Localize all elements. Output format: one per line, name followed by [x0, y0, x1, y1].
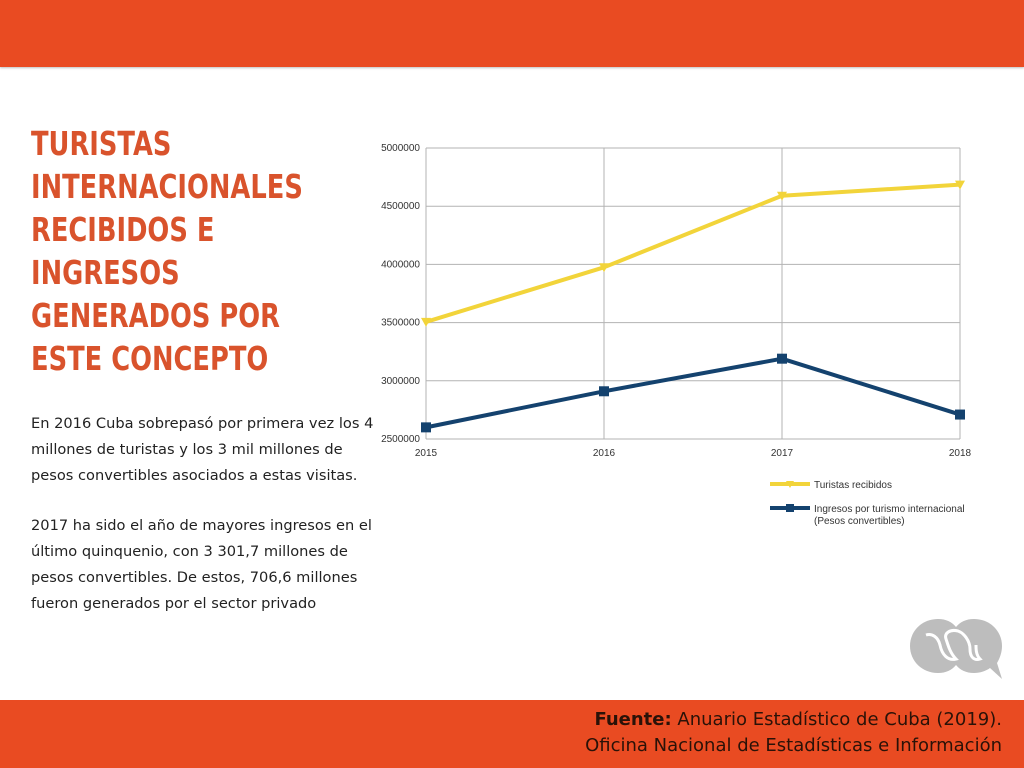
y-tick-label: 4000000: [381, 259, 420, 270]
x-tick-label: 2018: [949, 448, 972, 459]
source-line-2: Oficina Nacional de Estadísticas e Infor…: [585, 735, 1002, 756]
source-line-1: Fuente: Anuario Estadístico de Cuba (201…: [585, 707, 1002, 733]
legend-marker: [786, 504, 794, 512]
data-point-marker: [955, 409, 965, 420]
title-line: TURISTAS: [31, 124, 172, 163]
x-tick-label: 2015: [415, 448, 438, 459]
title-line: INTERNACIONALES: [31, 167, 303, 206]
series-line: [425, 182, 961, 324]
title-line: ESTE CONCEPTO: [31, 339, 269, 378]
description-paragraph-1: En 2016 Cuba sobrepasó por primera vez l…: [31, 415, 374, 484]
y-tick-label: 5000000: [381, 143, 420, 154]
description-paragraph-2: 2017 ha sido el año de mayores ingresos …: [31, 517, 372, 612]
y-axis-ticks: 2500000 3000000 3500000 4000000 4500000 50000…: [381, 143, 420, 445]
chart-grid: [425, 147, 961, 440]
x-tick-label: 2016: [593, 448, 616, 459]
data-point-marker: [421, 422, 431, 433]
description: En 2016 Cuba sobrepasó por primera vez l…: [31, 411, 376, 641]
top-banner: [0, 0, 1024, 67]
source-label: Fuente:: [594, 709, 672, 730]
data-point-marker: [777, 353, 787, 364]
source-publication: Anuario Estadístico de Cuba (2019).: [671, 709, 1002, 730]
source-citation: Fuente: Anuario Estadístico de Cuba (201…: [585, 707, 1002, 759]
title-line: RECIBIDOS E: [31, 210, 215, 249]
x-axis-ticks: 2015 2016 2017 2018: [415, 448, 972, 459]
series-markers: [421, 180, 965, 433]
legend-marker: [786, 481, 794, 488]
data-point-marker: [599, 386, 609, 397]
data-point-marker: [421, 317, 431, 327]
data-point-marker: [599, 263, 609, 273]
x-tick-label: 2017: [771, 448, 794, 459]
title-line: INGRESOS: [31, 253, 180, 292]
legend-label: Turistas recibidos: [814, 480, 892, 491]
page-title: TURISTAS INTERNACIONALES RECIBIDOS E ING…: [31, 122, 303, 380]
source-banner: [0, 700, 1024, 768]
y-tick-label: 3000000: [381, 376, 420, 387]
y-tick-label: 3500000: [381, 318, 420, 329]
data-point-marker: [777, 191, 787, 201]
y-tick-label: 2500000: [381, 434, 420, 445]
data-point-marker: [955, 180, 965, 190]
chart-legend: Turistas recibidos Ingresos por turismo i…: [770, 480, 965, 527]
legend-label: Ingresos por turismo internacional: [814, 504, 965, 515]
legend-label: (Pesos convertibles): [814, 516, 905, 527]
series-line: [425, 356, 961, 430]
y-tick-label: 4500000: [381, 201, 420, 212]
speech-bubbles-logo-icon: [910, 619, 1002, 679]
series-lines: [425, 182, 961, 430]
line-chart: 2500000 3000000 3500000 4000000 4500000 50000…: [381, 143, 972, 527]
title-line: GENERADOS POR: [31, 296, 280, 335]
